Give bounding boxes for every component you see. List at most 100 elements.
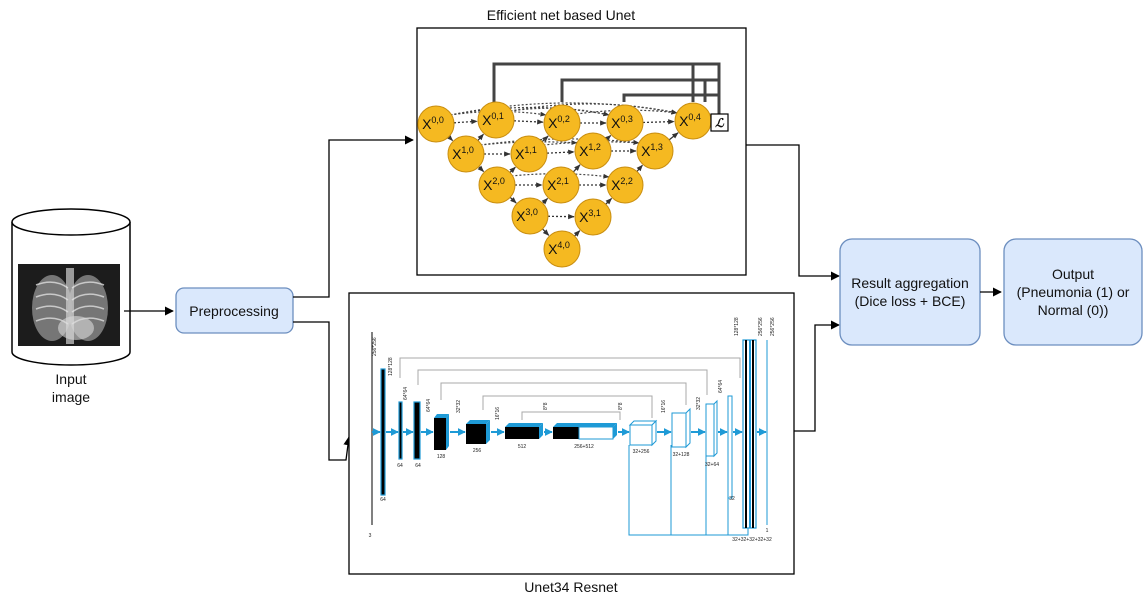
unet-node-label: X2,0 [483,176,505,193]
arrow-unet34-to-aggregation [794,320,840,432]
unet-node-x10: X1,0 [447,135,485,173]
efficientnet-title: Efficient net based Unet [487,7,636,23]
unet-node-x04: X0,4 [674,102,712,140]
unet-node-x03: X0,3 [606,104,644,142]
unet-node-x40: X4,0 [543,230,581,268]
up-edge [477,133,484,141]
nested-unet-nodes: X0,0 X0,1 X0,2 X0,3 X0,4 X1,0 X1,1 X1,2 X1,3 X2,0… [417,101,712,268]
aggregation-line2: (Dice loss + BCE) [855,293,966,309]
down-edge [542,228,550,236]
svg-text:1: 1 [766,528,769,534]
input-label-line1: Input [55,371,86,387]
svg-text:32+64: 32+64 [705,462,719,468]
unet-node-label: X1,0 [452,145,474,162]
up-edge [572,164,581,173]
result-aggregation-box: Result aggregation (Dice loss + BCE) [839,238,981,346]
svg-text:256+512: 256+512 [574,444,594,450]
input-image-cylinder [11,208,131,366]
unet-node-label: X3,0 [516,207,538,224]
unet-node-label: X2,1 [547,176,569,193]
svg-text:32*32: 32*32 [456,400,462,413]
svg-text:32*32: 32*32 [696,397,702,410]
loss-symbol: ℒ [715,116,725,130]
svg-text:256*256: 256*256 [372,337,378,356]
preprocessing-label: Preprocessing [189,303,279,319]
svg-text:256*256: 256*256 [770,317,776,336]
unet-node-label: X0,2 [548,114,570,131]
unet-node-x01: X0,1 [477,101,515,139]
output-line3: Normal (0)) [1038,302,1109,318]
unet-node-label: X0,1 [482,111,504,128]
skip-edge [513,119,544,125]
svg-text:256*256: 256*256 [758,317,764,336]
unet34-dimension-labels: 256*256 128*128 64*64 64*64 32*32 16*16 … [369,317,776,543]
unet-node-x13: X1,3 [636,132,674,170]
svg-text:64*64: 64*64 [403,387,409,400]
up-edge [668,132,679,141]
up-edge [509,166,516,174]
svg-text:64: 64 [415,463,421,469]
svg-text:32: 32 [729,496,735,502]
chest-xray-image [18,264,120,346]
dense-skip-edge [480,138,640,146]
input-label-line2: image [52,389,90,405]
svg-text:128*128: 128*128 [734,317,740,336]
arrow-preprocessing-to-unet34 [293,321,353,461]
svg-text:3: 3 [369,533,372,539]
unet-node-x21: X2,1 [542,166,580,204]
skip-edge [642,119,675,125]
unet-node-x22: X2,2 [606,166,644,204]
svg-text:64*64: 64*64 [718,380,724,393]
unet34-architecture: 256*256 128*128 64*64 64*64 32*32 16*16 … [369,317,776,543]
output-line2: (Pneumonia (1) or [1017,284,1130,300]
efficientnet-skip-bars [492,62,721,124]
unet-node-label: X3,1 [579,208,601,225]
svg-text:128: 128 [437,454,446,460]
dense-skip-edge [450,102,678,116]
up-edge [541,197,549,205]
aggregation-line1: Result aggregation [851,275,969,291]
svg-text:64*64: 64*64 [426,399,432,412]
preprocessing-box: Preprocessing [175,287,294,334]
arrow-efficientnet-to-aggregation [746,144,840,281]
svg-text:8*8: 8*8 [618,402,624,410]
svg-text:16*16: 16*16 [495,407,501,420]
output-box: Output (Pneumonia (1) or Normal (0)) [1003,238,1143,346]
svg-text:512: 512 [518,444,527,450]
up-edge [573,230,581,237]
loss-box: ℒ [710,113,729,132]
svg-text:32+256: 32+256 [633,449,650,455]
unet-node-x31: X3,1 [574,198,612,236]
svg-text:32+128: 32+128 [673,452,690,458]
svg-text:64: 64 [397,463,403,469]
down-edge [446,134,454,142]
unet-node-label: X1,3 [641,142,663,159]
unet-node-label: X0,3 [611,114,633,131]
svg-text:16*16: 16*16 [661,400,667,413]
arrow-preprocessing-to-efficientnet [293,135,414,298]
unet-node-label: X4,0 [548,240,570,257]
svg-text:32+32+32+32+32: 32+32+32+32+32 [732,537,772,543]
dense-skip-edge [510,103,678,115]
unet-node-x11: X1,1 [510,135,548,173]
unet-node-label: X0,4 [679,112,701,129]
unet-node-label: X1,2 [579,142,601,159]
svg-text:8*8: 8*8 [543,402,549,410]
unet-node-label: X2,2 [611,176,633,193]
unet-node-x12: X1,2 [574,132,612,170]
up-edge [636,164,643,172]
skip-edge [546,149,575,155]
svg-text:256: 256 [473,448,482,454]
unet-node-label: X0,0 [422,115,444,132]
down-edge [477,165,485,173]
unet-node-x20: X2,0 [478,166,516,204]
output-line1: Output [1052,266,1094,282]
unet-node-x30: X3,0 [511,197,549,235]
up-edge [605,197,613,205]
svg-text:64: 64 [380,497,386,503]
unet-node-x00: X0,0 [417,105,455,143]
unet-node-label: X1,1 [515,145,537,162]
down-edge [509,196,517,204]
